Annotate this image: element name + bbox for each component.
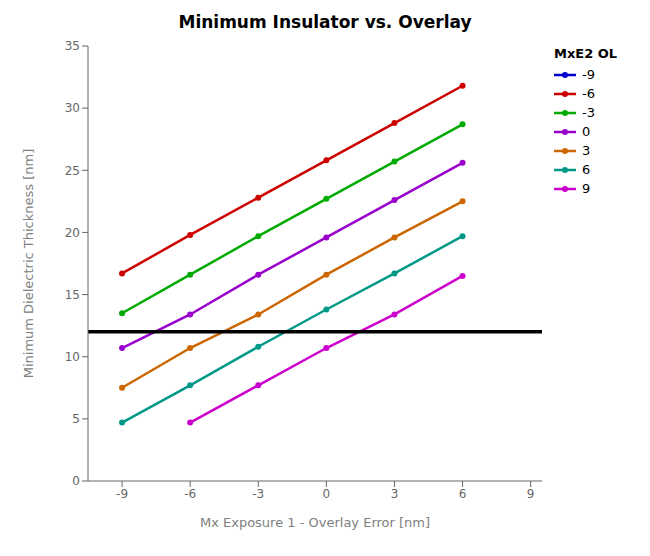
- svg-text:25: 25: [65, 164, 80, 178]
- svg-text:9: 9: [527, 487, 535, 501]
- svg-text:Minimum Dielectric Thickness [: Minimum Dielectric Thickness [nm]: [21, 149, 36, 379]
- svg-text:3: 3: [391, 487, 399, 501]
- svg-text:10: 10: [65, 350, 80, 364]
- svg-text:5: 5: [72, 412, 80, 426]
- svg-text:35: 35: [65, 39, 80, 53]
- svg-text:0: 0: [72, 474, 80, 488]
- svg-text:0: 0: [323, 487, 331, 501]
- html-text:0: 0: [582, 124, 591, 139]
- html-text:MxE2 OL: MxE2 OL: [554, 46, 618, 61]
- svg-text:-3: -3: [252, 487, 264, 501]
- html-text:-9: -9: [582, 67, 595, 82]
- svg-text:6: 6: [459, 487, 467, 501]
- html-text:9: 9: [582, 181, 591, 196]
- svg-text:20: 20: [65, 226, 80, 240]
- html-text:6: 6: [582, 162, 591, 177]
- svg-text:Mx Exposure 1 - Overlay Error: Mx Exposure 1 - Overlay Error [nm]: [200, 515, 430, 530]
- svg-text:15: 15: [65, 288, 80, 302]
- html-text:-6: -6: [582, 86, 595, 101]
- html-text:3: 3: [582, 143, 591, 158]
- svg-text:-6: -6: [184, 487, 196, 501]
- svg-text:-9: -9: [116, 487, 128, 501]
- svg-text:30: 30: [65, 101, 80, 115]
- html-text:-3: -3: [582, 105, 595, 120]
- html-text:Minimum Insulator vs. Overlay: Minimum Insulator vs. Overlay: [178, 12, 472, 32]
